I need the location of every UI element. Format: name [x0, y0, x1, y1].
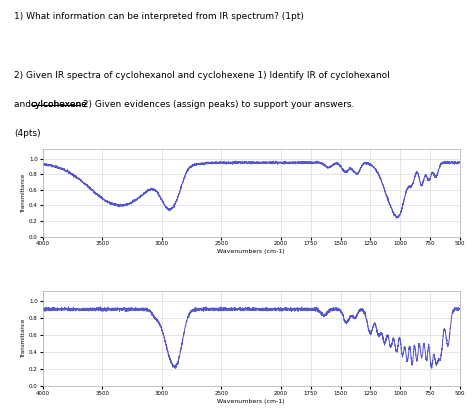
- Y-axis label: Transmittance: Transmittance: [21, 173, 26, 212]
- X-axis label: Wavenumbers (cm-1): Wavenumbers (cm-1): [218, 398, 285, 404]
- Text: cylcohexene: cylcohexene: [31, 100, 88, 109]
- Text: and: and: [14, 100, 34, 109]
- Text: 2) Given evidences (assign peaks) to support your answers.: 2) Given evidences (assign peaks) to sup…: [80, 100, 354, 109]
- Text: cylcohexene: cylcohexene: [31, 100, 88, 109]
- Text: 2) Given IR spectra of cyclohexanol and cyclohexene 1) Identify IR of cyclohexan: 2) Given IR spectra of cyclohexanol and …: [14, 71, 390, 80]
- Y-axis label: Transmittance: Transmittance: [21, 319, 26, 358]
- Text: 1) What information can be interpreted from IR spectrum? (1pt): 1) What information can be interpreted f…: [14, 12, 304, 22]
- Text: (4pts): (4pts): [14, 129, 41, 138]
- X-axis label: Wavenumbers (cm-1): Wavenumbers (cm-1): [218, 249, 285, 254]
